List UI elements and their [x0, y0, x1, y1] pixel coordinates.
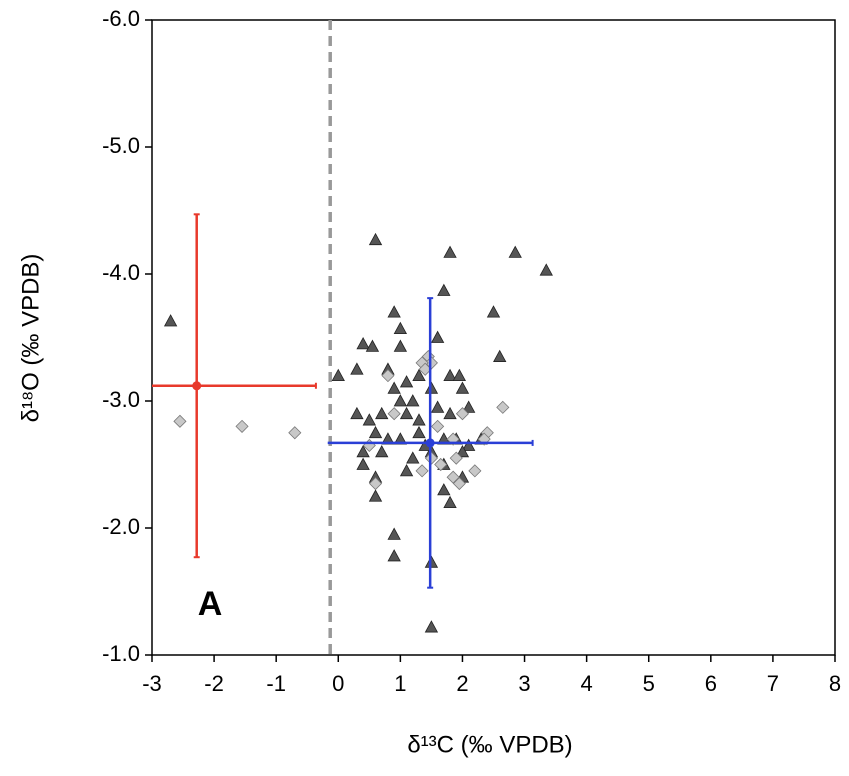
diamond-point — [368, 476, 383, 491]
y-tick-label: -5.0 — [102, 133, 140, 158]
x-tick-label: 0 — [332, 671, 344, 696]
diamond-point — [496, 400, 510, 414]
x-tick-label: 1 — [394, 671, 406, 696]
triangle-point — [393, 394, 408, 407]
y-tick-label: -3.0 — [102, 387, 140, 412]
triangle-point — [412, 425, 426, 439]
y-tick-label: -1.0 — [102, 641, 140, 666]
triangle-point — [163, 314, 178, 327]
diamond-point — [387, 407, 401, 421]
triangle-point — [368, 232, 383, 246]
triangle-point — [443, 495, 457, 509]
triangle-point — [443, 406, 457, 420]
triangle-point — [387, 549, 401, 562]
triangle-point — [437, 283, 451, 296]
diamond-point — [452, 476, 466, 491]
triangle-point — [331, 368, 345, 382]
triangle-point — [539, 263, 553, 276]
triangle-point — [406, 394, 420, 407]
triangle-point — [412, 413, 426, 426]
diamond-point — [288, 426, 302, 440]
triangle-point — [443, 368, 457, 382]
triangle-point — [368, 489, 383, 502]
triangle-point — [356, 457, 370, 470]
x-tick-label: 2 — [456, 671, 468, 696]
x-tick-label: -1 — [266, 671, 286, 696]
triangle-point — [406, 451, 420, 464]
triangle-point — [375, 406, 389, 420]
diamond-point — [468, 464, 482, 478]
x-tick-label: -3 — [142, 671, 162, 696]
plot-frame — [151, 19, 836, 656]
diamond-point — [173, 414, 187, 428]
triangle-point — [455, 444, 470, 458]
triangle-point — [430, 400, 445, 413]
triangle-point — [387, 527, 401, 540]
y-tick-label: -2.0 — [102, 514, 140, 539]
triangle-point — [356, 444, 370, 458]
y-axis-label: δ¹⁸O (‰ VPDB) — [17, 254, 44, 423]
diamond-point — [449, 451, 463, 465]
triangle-point — [437, 483, 451, 496]
triangle-point — [375, 444, 389, 458]
triangle-point — [393, 339, 408, 352]
triangle-point — [493, 349, 507, 362]
x-tick-label: 6 — [705, 671, 717, 696]
x-tick-label: -2 — [204, 671, 224, 696]
x-tick-label: 4 — [581, 671, 593, 696]
y-tick-label: -4.0 — [102, 260, 140, 285]
triangle-point — [393, 321, 408, 335]
triangle-point — [350, 406, 364, 420]
triangle-point — [461, 438, 476, 451]
triangle-point — [412, 368, 426, 382]
triangle-point — [350, 362, 364, 375]
x-tick-label: 5 — [643, 671, 655, 696]
triangle-point — [399, 464, 414, 477]
triangle-point — [362, 413, 376, 426]
triangle-point — [365, 339, 380, 352]
diamond-point — [455, 407, 470, 421]
triangle-point — [455, 381, 470, 394]
x-tick-label: 8 — [829, 671, 841, 696]
diamond-point — [431, 419, 445, 433]
diamond-point — [434, 457, 448, 472]
triangle-point — [368, 425, 383, 439]
mean-point — [425, 438, 435, 448]
x-tick-label: 7 — [767, 671, 779, 696]
diamond-point — [381, 369, 395, 383]
triangle-point — [399, 406, 414, 420]
triangle-point — [399, 375, 414, 388]
triangle-point — [486, 305, 501, 318]
panel-label: A — [198, 585, 223, 623]
y-tick-label: -6.0 — [102, 6, 140, 31]
triangle-point — [424, 620, 439, 633]
diamond-point — [415, 464, 429, 478]
x-tick-label: 3 — [518, 671, 530, 696]
triangle-point — [430, 330, 445, 343]
mean-point — [192, 381, 202, 391]
triangle-point — [387, 381, 401, 394]
triangle-point — [461, 400, 476, 413]
x-axis-label: δ¹³C (‰ VPDB) — [407, 731, 572, 758]
triangle-point — [443, 245, 457, 258]
triangle-point — [452, 368, 467, 382]
triangle-point — [356, 337, 370, 350]
triangle-point — [508, 245, 522, 258]
diamond-point — [235, 419, 249, 433]
triangle-point — [387, 305, 401, 318]
